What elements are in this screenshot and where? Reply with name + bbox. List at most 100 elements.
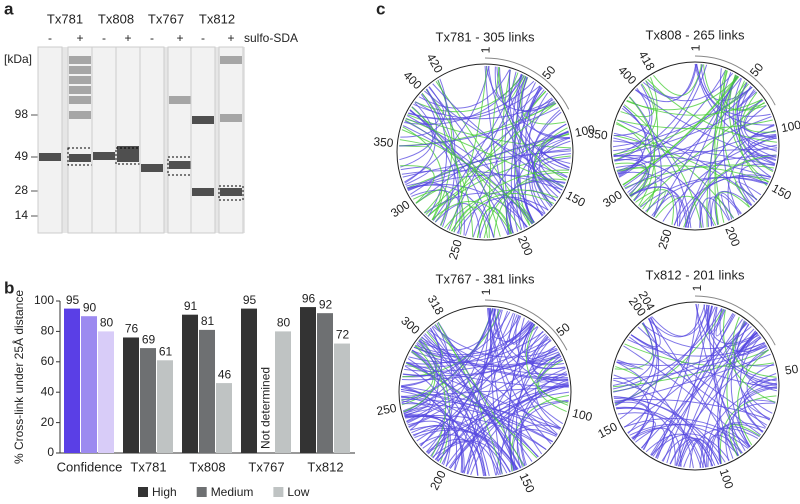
link: [407, 420, 446, 461]
link: [405, 362, 538, 459]
link: [613, 132, 641, 152]
y-tick-label: 100: [34, 293, 54, 307]
link: [623, 322, 748, 428]
link: [723, 70, 766, 111]
link: [431, 326, 497, 476]
link: [484, 65, 514, 234]
y-tick-label: 60: [41, 354, 55, 368]
circle-tick-label: 100: [780, 118, 800, 136]
link: [528, 92, 557, 202]
link: [615, 164, 648, 195]
circle-tick-label: 350: [373, 134, 394, 150]
link: [448, 65, 488, 231]
link: [741, 144, 778, 201]
circle-tick-label: 100: [717, 467, 737, 491]
link: [725, 402, 776, 461]
band: [69, 111, 91, 119]
bar: [300, 307, 316, 453]
bar: [199, 329, 215, 453]
link: [676, 321, 747, 467]
link: [709, 72, 732, 227]
link: [710, 190, 752, 227]
link: [508, 313, 534, 344]
link: [645, 63, 698, 99]
link: [737, 349, 769, 446]
link: [633, 86, 753, 202]
bar: [140, 348, 156, 453]
link: [622, 76, 740, 186]
link: [528, 90, 556, 116]
link: [401, 385, 451, 467]
band: [117, 154, 139, 162]
link: [444, 189, 558, 229]
link: [736, 82, 776, 165]
link: [629, 182, 657, 210]
value-label: 95: [243, 293, 257, 307]
link: [734, 80, 774, 173]
circle-tick-label: 50: [784, 362, 800, 378]
link: [714, 75, 738, 225]
link: [517, 74, 561, 194]
link: [737, 324, 775, 367]
link: [411, 189, 465, 236]
link: [400, 166, 431, 186]
link: [714, 69, 727, 223]
link: [404, 102, 436, 184]
lane: [190, 46, 216, 234]
link: [613, 154, 715, 226]
box: [218, 185, 244, 201]
link: [399, 93, 437, 161]
circle-tick-label: 150: [769, 181, 794, 203]
link: [488, 67, 500, 238]
link: [470, 385, 569, 475]
link: [655, 322, 748, 459]
link: [715, 308, 734, 337]
link: [661, 437, 716, 466]
link: [740, 89, 777, 158]
link: [738, 175, 768, 203]
bar: [334, 343, 350, 453]
plot-title: Tx808 - 265 links: [646, 27, 745, 42]
marker-label: 28: [15, 183, 29, 197]
link: [651, 318, 743, 456]
link: [612, 349, 769, 388]
lane: [67, 46, 93, 234]
link: [463, 314, 518, 474]
link: [732, 316, 777, 378]
lane-label: Tx781: [47, 11, 83, 26]
link: [401, 398, 561, 430]
link: [487, 308, 552, 445]
value-label: 80: [100, 316, 114, 330]
link: [626, 98, 763, 116]
link: [445, 374, 568, 467]
link: [615, 306, 716, 406]
annotation: Not determined: [259, 367, 273, 449]
circle-tick-label: 50: [747, 60, 766, 79]
lane: [167, 46, 193, 234]
circle-tick-label: 1: [479, 288, 493, 295]
link: [712, 306, 734, 459]
lane-sign: +: [176, 31, 183, 45]
link: [695, 303, 778, 385]
link: [407, 131, 569, 190]
link: [472, 123, 567, 238]
link: [402, 150, 572, 178]
bar: [216, 383, 232, 453]
link: [632, 304, 709, 440]
link: [401, 400, 486, 477]
plot-circle: [398, 305, 572, 479]
link: [453, 193, 555, 233]
link: [617, 119, 773, 130]
link: [521, 76, 570, 169]
band: [169, 161, 191, 169]
link: [613, 379, 714, 467]
lane-sign: +: [76, 31, 83, 45]
link: [651, 195, 681, 227]
link: [629, 186, 690, 228]
band: [192, 188, 214, 196]
link: [707, 196, 735, 227]
link: [425, 89, 501, 237]
y-tick-label: 20: [41, 415, 55, 429]
x-tick-label: Confidence: [57, 459, 123, 474]
